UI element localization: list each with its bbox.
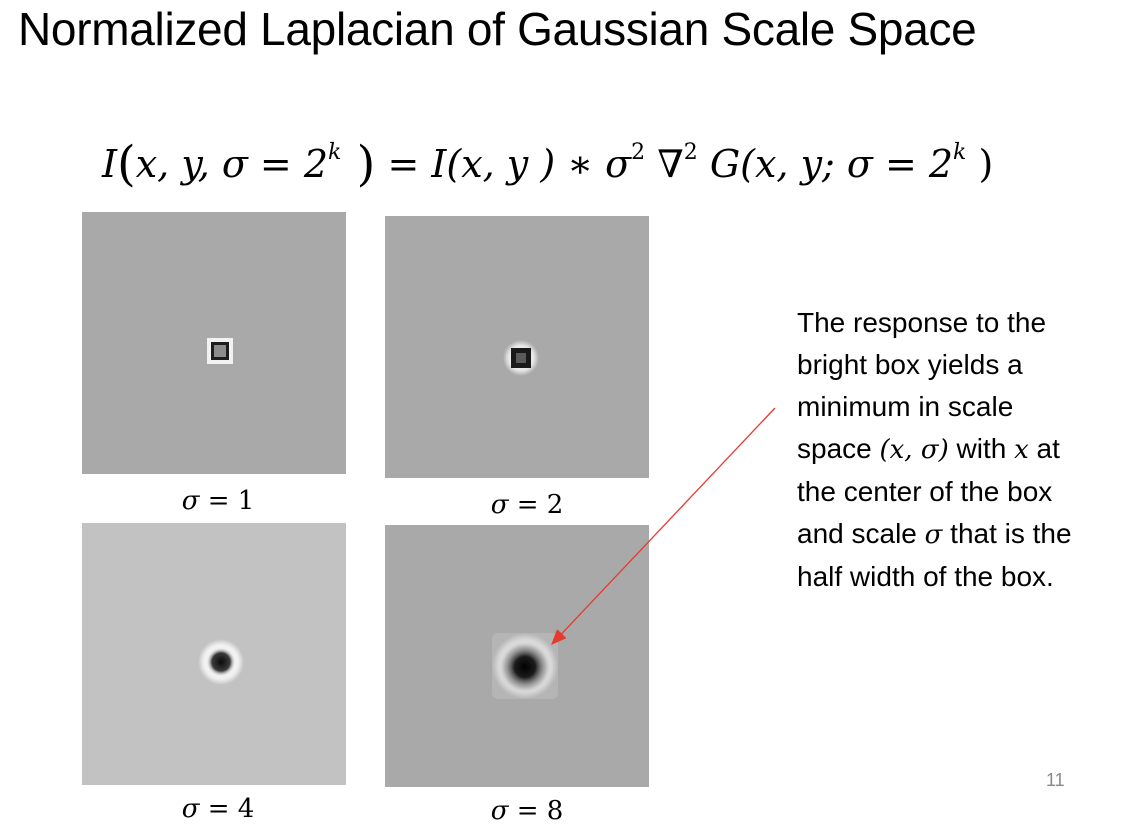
scale-space-formula: I(x, y, σ = 2k ) = I(x, y ) ∗ σ2 ∇2 G(x,… [102, 136, 993, 192]
caption-sigma-1: σ = 1 [181, 486, 255, 516]
formula-equals: = [375, 142, 432, 186]
formula-g-exp: k [953, 140, 967, 165]
page-number: 11 [1046, 770, 1065, 790]
log-response-sigma-4 [82, 523, 346, 785]
caption-sigma-2: σ = 2 [490, 490, 564, 520]
formula-nabla: ∇ [645, 142, 684, 186]
formula-lhs-exp: k [328, 140, 342, 165]
formula-open-paren: ( [117, 136, 136, 192]
log-response-sigma-8 [385, 525, 649, 787]
formula-lhs-args: x, y, σ = 2 [135, 142, 329, 186]
caption-sigma-4: σ = 4 [181, 794, 255, 824]
log-response-sigma-1 [82, 212, 346, 474]
slide-title: Normalized Laplacian of Gaussian Scale S… [18, 3, 977, 55]
caption-sigma-8: σ = 8 [490, 796, 564, 826]
formula-close-paren: ) [341, 136, 376, 192]
formula-sigma-exp: 2 [631, 140, 646, 165]
formula-nabla-exp: 2 [683, 140, 698, 165]
formula-gaussian: G(x, y; σ = 2 [697, 142, 954, 186]
formula-conv: I(x, y ) ∗ σ [431, 142, 632, 186]
formula-close: ) [966, 142, 994, 186]
formula-lhs-I: I [102, 142, 118, 186]
log-response-sigma-2 [385, 216, 649, 478]
explanation-text: The response to the bright box yields a … [797, 307, 1072, 592]
